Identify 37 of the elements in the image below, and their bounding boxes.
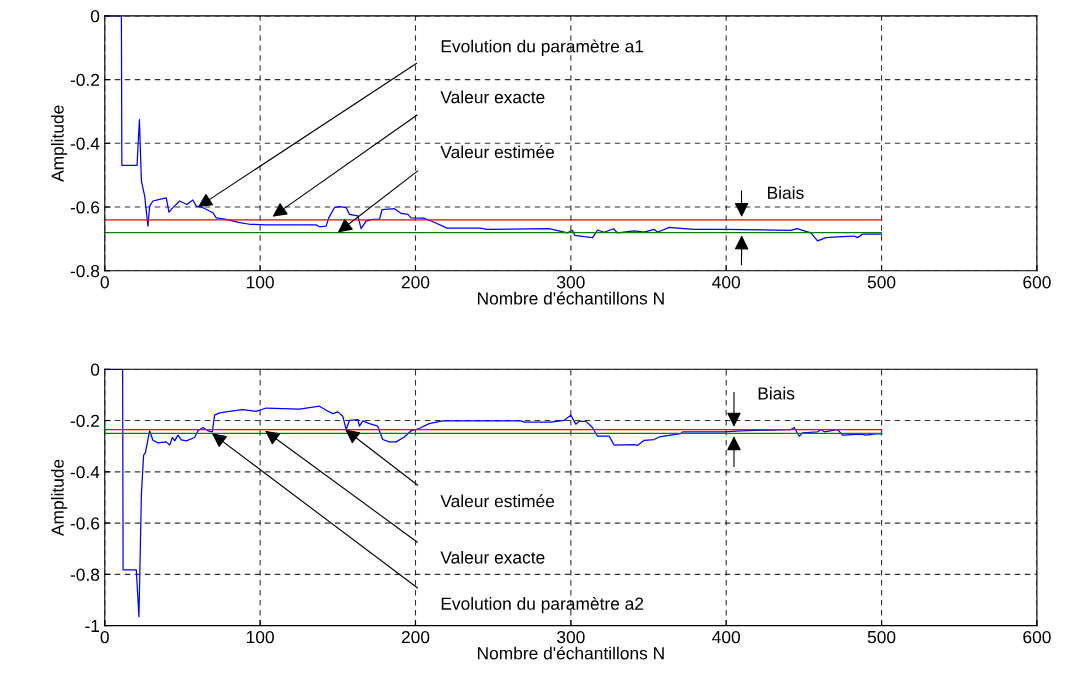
x-tick-label: 500 xyxy=(867,630,896,644)
y-tick-label: -0.6 xyxy=(70,201,100,214)
x-tick-label: 100 xyxy=(246,630,274,644)
x-tick-label: 100 xyxy=(246,276,274,289)
annotation: Valeur estimée xyxy=(440,145,555,159)
annotation: Biais xyxy=(758,386,795,400)
y-axis-title: Amplitude xyxy=(51,105,68,182)
x-tick-label: 400 xyxy=(712,276,741,289)
x-tick-label: 200 xyxy=(401,630,430,644)
y-tick-label: -1 xyxy=(85,619,100,632)
y-tick-label: -0.6 xyxy=(70,517,100,530)
x-tick-label: 600 xyxy=(1023,276,1051,289)
y-tick-label: -0.2 xyxy=(70,414,100,428)
x-tick-label: 600 xyxy=(1023,630,1051,644)
x-axis-title: Nombre d'échantillons N xyxy=(477,646,664,660)
y-tick-label: -0.4 xyxy=(70,137,100,150)
annotation: Valeur exacte xyxy=(440,550,545,564)
y-tick-label: -0.8 xyxy=(70,264,100,278)
y-tick-label: -0.2 xyxy=(70,73,100,87)
x-axis-title: Nombre d'échantillons N xyxy=(477,291,664,305)
annotation: Evolution du paramètre a2 xyxy=(441,596,644,614)
annotation: Valeur estimée xyxy=(440,494,555,508)
y-tick-label: 0 xyxy=(90,363,100,376)
annotation: Biais xyxy=(768,186,804,199)
x-tick-label: 400 xyxy=(712,630,741,644)
annotation: Evolution du paramètre a1 xyxy=(441,39,644,56)
annotation: Valeur exacte xyxy=(440,90,545,104)
y-tick-label: -0.4 xyxy=(70,465,100,479)
x-tick-label: 0 xyxy=(100,630,109,644)
y-tick-label: -0.8 xyxy=(70,568,100,581)
x-tick-label: 200 xyxy=(401,276,430,289)
y-tick-label: 0 xyxy=(90,10,100,23)
x-tick-label: 0 xyxy=(100,276,109,289)
y-axis-title: Amplitude xyxy=(51,459,68,537)
x-tick-label: 500 xyxy=(867,276,896,289)
x-tick-label: 300 xyxy=(557,630,585,644)
x-tick-label: 300 xyxy=(557,276,585,289)
